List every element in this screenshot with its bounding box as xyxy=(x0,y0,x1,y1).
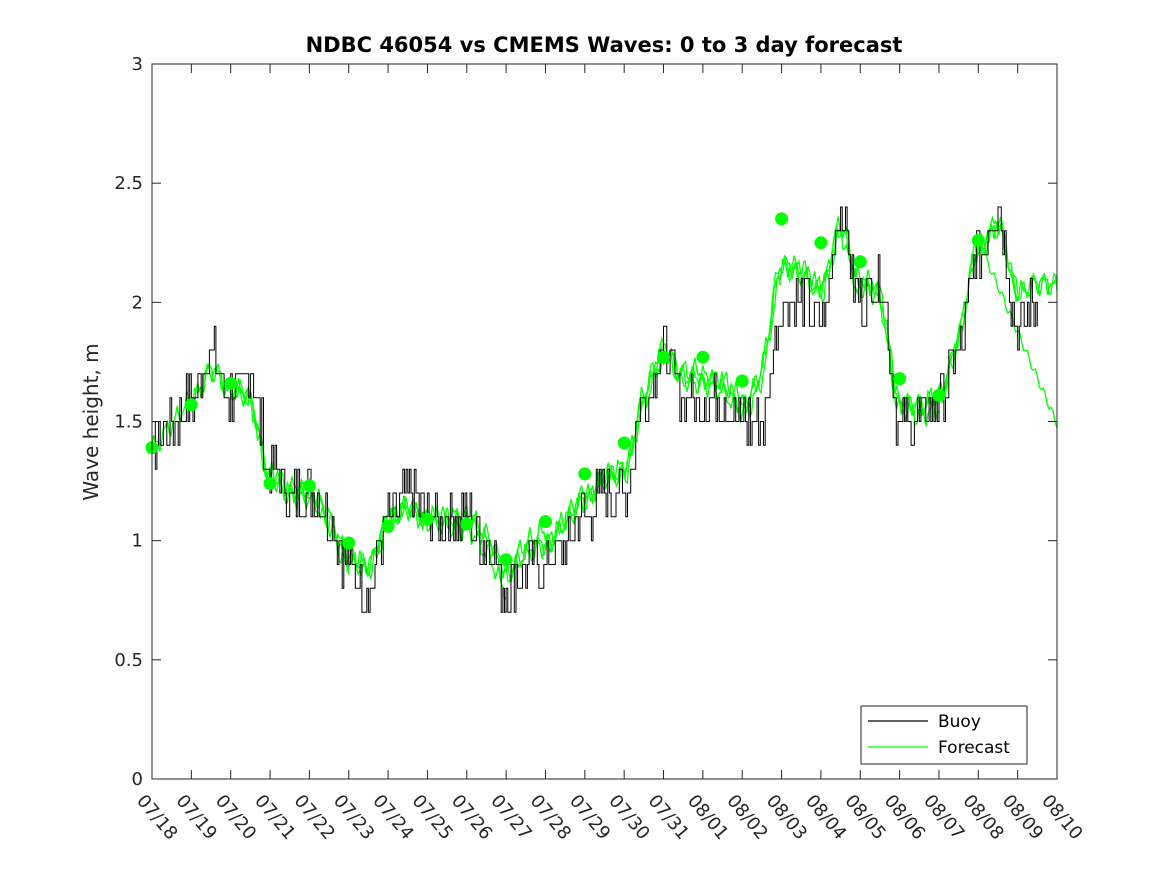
forecast-line xyxy=(977,215,1058,302)
forecast-line xyxy=(662,272,783,424)
y-tick-label: 2.5 xyxy=(114,173,143,194)
forecast-point xyxy=(657,350,670,364)
forecast-point xyxy=(342,536,356,550)
forecast-line xyxy=(938,223,1058,404)
forecast-point xyxy=(893,372,907,386)
buoy-line xyxy=(152,206,1038,613)
y-tick-label: 2 xyxy=(132,292,143,313)
forecast-point xyxy=(932,388,946,402)
y-tick-label: 1.5 xyxy=(114,412,143,433)
forecast-line xyxy=(348,495,468,576)
forecast-point xyxy=(696,350,710,364)
forecast-point xyxy=(263,477,277,490)
forecast-point xyxy=(539,515,552,529)
forecast-point xyxy=(420,512,434,526)
buoy-series xyxy=(152,206,1038,613)
legend-box xyxy=(860,705,1028,765)
forecast-point xyxy=(814,236,828,250)
legend-buoy-label: Buoy xyxy=(938,712,981,732)
legend: Buoy Forecast xyxy=(860,705,1028,765)
forecast-point xyxy=(617,436,631,450)
forecast-line xyxy=(308,478,429,577)
y-tick-label: 0 xyxy=(132,769,143,790)
forecast-point xyxy=(775,212,789,226)
y-tick-label: 3 xyxy=(132,54,143,75)
y-axis-label: Wave height, m xyxy=(79,343,103,500)
forecast-point xyxy=(381,519,395,533)
y-tick-label: 1 xyxy=(132,531,143,552)
forecast-point xyxy=(971,233,985,247)
chart-title: NDBC 46054 vs CMEMS Waves: 0 to 3 day fo… xyxy=(306,33,903,57)
forecast-point xyxy=(184,398,198,412)
y-tick-label: 0.5 xyxy=(114,650,143,671)
legend-forecast-label: Forecast xyxy=(938,738,1010,758)
forecast-line xyxy=(230,382,350,575)
forecast-point xyxy=(460,517,474,531)
forecast-point xyxy=(302,479,316,493)
forecast-point xyxy=(224,376,238,390)
forecast-point xyxy=(499,553,513,567)
forecast-point xyxy=(735,374,749,388)
forecast-point xyxy=(853,255,867,269)
forecast-point xyxy=(578,467,592,481)
